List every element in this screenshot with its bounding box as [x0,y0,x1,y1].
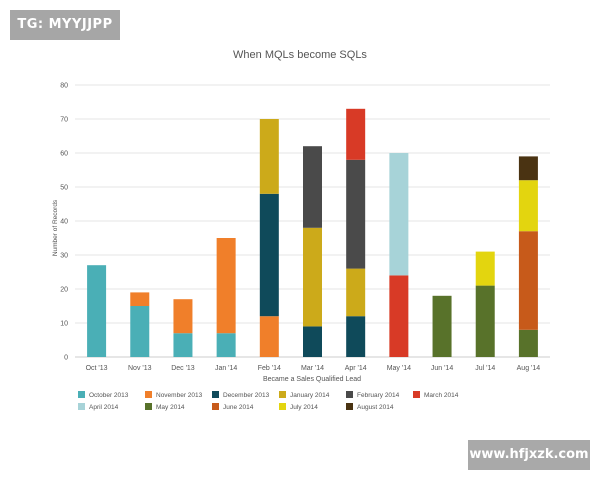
legend-swatch [346,391,353,398]
x-tick-label: Feb '14 [258,365,281,372]
x-tick-label: May '14 [387,365,411,372]
bar-segment [216,238,236,334]
legend-label: February 2014 [357,392,400,399]
bars [87,108,538,357]
legend-label: July 2014 [290,404,318,411]
legend-swatch [78,391,85,398]
legend-label: August 2014 [357,404,394,411]
bar-segment [475,251,495,286]
y-tick-label: 80 [60,83,68,90]
legend-swatch [145,403,152,410]
y-tick-label: 0 [64,355,68,362]
bar-segment [130,306,150,357]
bar-segment [173,299,193,334]
bar-segment [518,231,538,330]
legend-swatch [279,403,286,410]
legend-label: March 2014 [424,392,459,399]
x-axis-ticks: Oct '13 Nov '13 Dec '13 Jan '14 Feb '14 Mar '… [86,365,541,372]
bar-segment [259,316,279,357]
watermark-top-left: TG: MYYJJPP [10,10,120,40]
y-tick-label: 30 [60,253,68,260]
y-tick-label: 70 [60,117,68,124]
bar-segment [87,265,107,357]
bar-segment [475,285,495,357]
x-tick-label: Jul '14 [475,365,495,372]
bar-segment [389,153,409,276]
y-tick-label: 40 [60,219,68,226]
legend-swatch [212,403,219,410]
bar-segment [130,292,150,306]
bar-segment [173,333,193,357]
stacked-bar-chart: When MQLs become SQLs 01020304050607080 … [52,49,550,411]
x-tick-label: Mar '14 [301,365,324,372]
legend-label: January 2014 [290,392,330,399]
bar-segment [389,275,409,357]
legend-swatch [346,403,353,410]
bar-segment [346,268,366,317]
legend: October 2013 November 2013 December 2013 Ja… [78,391,459,411]
y-tick-label: 50 [60,185,68,192]
legend-label: June 2014 [223,404,254,411]
bar-segment [346,159,366,269]
y-tick-label: 20 [60,287,68,294]
legend-swatch [279,391,286,398]
bar-segment [518,180,538,232]
y-tick-label: 60 [60,151,68,158]
bar-segment [518,156,538,181]
x-tick-label: Jan '14 [215,365,237,372]
x-axis-label: Became a Sales Qualified Lead [263,376,361,383]
y-tick-label: 10 [60,321,68,328]
legend-swatch [413,391,420,398]
y-axis-label: Number of Records [52,199,59,256]
x-tick-label: Aug '14 [517,365,541,372]
legend-label: May 2014 [156,404,185,411]
legend-label: April 2014 [89,404,119,411]
legend-swatch [78,403,85,410]
bar-segment [432,295,452,357]
x-tick-label: Jun '14 [431,365,453,372]
legend-label: December 2013 [223,392,270,399]
bar-segment [346,108,366,160]
x-tick-label: Oct '13 [86,365,108,372]
watermark-bottom-right: www.hfjxzk.com [468,440,590,470]
bar-segment [303,146,322,228]
y-axis-ticks: 0 10 20 30 40 50 60 70 80 [60,83,68,362]
bar-segment [259,193,279,317]
x-tick-label: Nov '13 [128,365,152,372]
bar-segment [259,119,279,194]
x-tick-label: Dec '13 [171,365,195,372]
bar-segment [216,333,236,357]
bar-segment [303,326,322,357]
bar-segment [518,329,538,357]
legend-swatch [145,391,152,398]
legend-label: October 2013 [89,392,129,399]
chart-title: When MQLs become SQLs [233,49,367,61]
legend-swatch [212,391,219,398]
legend-label: November 2013 [156,392,203,399]
bar-segment [346,316,366,357]
x-tick-label: Apr '14 [345,365,367,372]
bar-segment [303,227,322,327]
